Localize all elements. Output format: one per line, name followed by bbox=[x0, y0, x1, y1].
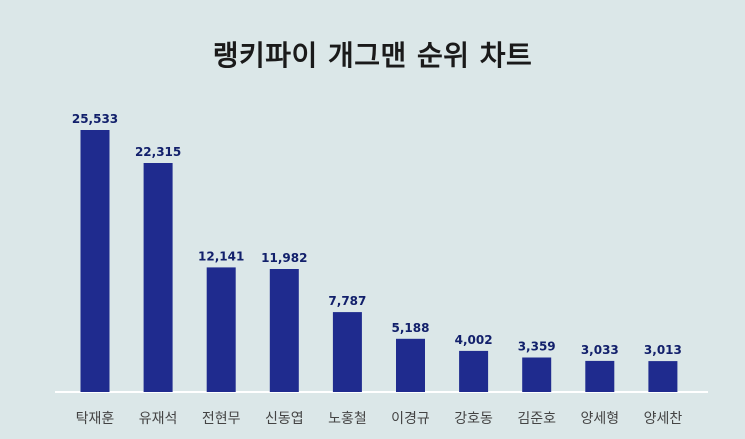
value-label-8: 3,359 bbox=[518, 340, 556, 354]
value-label-9: 3,033 bbox=[581, 343, 619, 357]
category-label-5: 노홍철 bbox=[328, 411, 367, 427]
category-labels-group: 탁재훈 유재석 전현무 신동엽 노홍철 이경규 강호동 김준호 양세형 양세찬 bbox=[76, 411, 683, 427]
bar-3 bbox=[206, 267, 236, 392]
chart-title: 랭키파이 개그맨 순위 차트 bbox=[212, 39, 533, 72]
bar-2 bbox=[143, 163, 173, 392]
category-label-4: 신동엽 bbox=[265, 411, 304, 427]
bar-5 bbox=[332, 312, 362, 392]
value-label-3: 12,141 bbox=[198, 249, 244, 263]
bar-6 bbox=[396, 338, 425, 392]
value-label-5: 7,787 bbox=[328, 294, 366, 308]
category-label-2: 유재석 bbox=[139, 411, 178, 427]
bar-9 bbox=[585, 360, 615, 392]
category-label-3: 전현무 bbox=[202, 411, 241, 427]
bars-group bbox=[80, 130, 678, 392]
bar-1 bbox=[80, 130, 110, 392]
bar-8 bbox=[522, 357, 552, 392]
category-label-9: 양세형 bbox=[580, 411, 619, 427]
category-label-10: 양세찬 bbox=[644, 411, 683, 427]
value-label-7: 4,002 bbox=[455, 333, 493, 347]
value-label-4: 11,982 bbox=[261, 251, 307, 265]
category-label-7: 강호동 bbox=[454, 411, 493, 427]
value-label-6: 5,188 bbox=[392, 321, 430, 335]
bar-4 bbox=[269, 269, 299, 392]
value-label-1: 25,533 bbox=[72, 112, 118, 126]
value-label-10: 3,013 bbox=[644, 343, 682, 357]
value-label-2: 22,315 bbox=[135, 145, 181, 159]
bar-10 bbox=[648, 361, 678, 392]
bar-7 bbox=[459, 350, 489, 392]
category-label-6: 이경규 bbox=[391, 411, 430, 427]
category-label-1: 탁재훈 bbox=[76, 411, 115, 427]
category-label-8: 김준호 bbox=[517, 411, 556, 427]
value-labels-group: 25,533 22,315 12,141 11,982 7,787 5,188 4,002 3… bbox=[72, 112, 682, 357]
